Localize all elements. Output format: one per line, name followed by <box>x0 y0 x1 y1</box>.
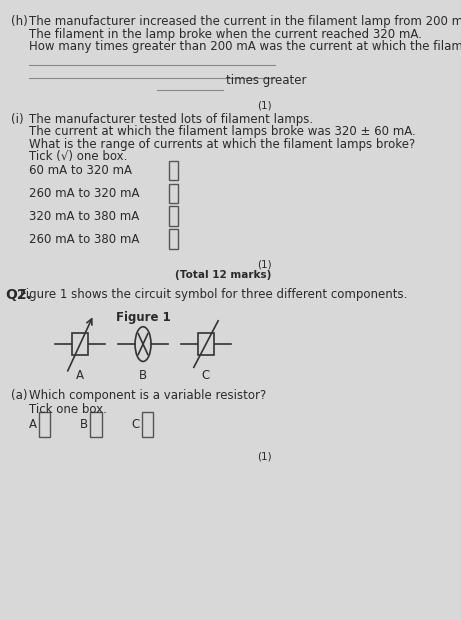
Text: Tick one box.: Tick one box. <box>29 403 106 416</box>
Text: The current at which the filament lamps broke was 320 ± 60 mA.: The current at which the filament lamps … <box>29 125 415 138</box>
Text: times greater: times greater <box>226 74 307 87</box>
Text: The manufacturer increased the current in the filament lamp from 200 mA.: The manufacturer increased the current i… <box>29 16 461 29</box>
Text: Which component is a variable resistor?: Which component is a variable resistor? <box>29 389 266 402</box>
Text: C: C <box>202 369 210 382</box>
FancyBboxPatch shape <box>169 161 178 180</box>
Text: C: C <box>131 418 140 431</box>
Text: 260 mA to 380 mA: 260 mA to 380 mA <box>29 233 139 246</box>
FancyBboxPatch shape <box>90 412 101 437</box>
Text: (a): (a) <box>12 389 28 402</box>
Text: (h): (h) <box>12 16 28 29</box>
Text: 320 mA to 380 mA: 320 mA to 380 mA <box>29 210 139 223</box>
Text: B: B <box>139 369 147 382</box>
Text: B: B <box>80 418 88 431</box>
FancyBboxPatch shape <box>198 334 214 355</box>
FancyBboxPatch shape <box>142 412 153 437</box>
FancyBboxPatch shape <box>169 206 178 226</box>
Text: Tick (√) one box.: Tick (√) one box. <box>29 150 127 163</box>
Text: 260 mA to 320 mA: 260 mA to 320 mA <box>29 187 139 200</box>
FancyBboxPatch shape <box>39 412 50 437</box>
FancyBboxPatch shape <box>72 334 88 355</box>
Text: Figure 1 shows the circuit symbol for three different components.: Figure 1 shows the circuit symbol for th… <box>20 288 408 301</box>
Text: Figure 1: Figure 1 <box>116 311 171 324</box>
Text: The filament in the lamp broke when the current reached 320 mA.: The filament in the lamp broke when the … <box>29 28 421 41</box>
Text: The manufacturer tested lots of filament lamps.: The manufacturer tested lots of filament… <box>29 113 313 126</box>
Text: A: A <box>76 369 84 382</box>
FancyBboxPatch shape <box>169 184 178 203</box>
Text: (Total 12 marks): (Total 12 marks) <box>175 270 272 280</box>
Text: (i): (i) <box>12 113 24 126</box>
Text: Q2.: Q2. <box>6 288 33 303</box>
FancyBboxPatch shape <box>169 229 178 249</box>
Text: 60 mA to 320 mA: 60 mA to 320 mA <box>29 164 131 177</box>
Text: (1): (1) <box>257 100 272 110</box>
Text: A: A <box>29 418 36 431</box>
Text: (1): (1) <box>257 451 272 461</box>
Text: How many times greater than 200 mA was the current at which the filament broke?: How many times greater than 200 mA was t… <box>29 40 461 53</box>
Text: (1): (1) <box>257 259 272 269</box>
Text: What is the range of currents at which the filament lamps broke?: What is the range of currents at which t… <box>29 138 415 151</box>
